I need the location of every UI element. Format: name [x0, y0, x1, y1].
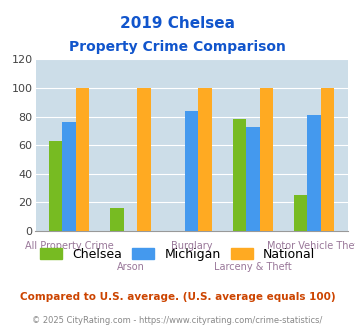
Text: Motor Vehicle Theft: Motor Vehicle Theft — [267, 241, 355, 251]
Bar — [294, 195, 307, 231]
Bar — [137, 88, 151, 231]
Text: All Property Crime: All Property Crime — [25, 241, 114, 251]
Bar — [260, 88, 273, 231]
Text: Property Crime Comparison: Property Crime Comparison — [69, 40, 286, 53]
Text: Arson: Arson — [116, 262, 144, 272]
Bar — [49, 141, 62, 231]
Text: Larceny & Theft: Larceny & Theft — [214, 262, 292, 272]
Bar — [198, 88, 212, 231]
Bar — [307, 115, 321, 231]
Bar — [62, 122, 76, 231]
Bar — [185, 111, 198, 231]
Text: 2019 Chelsea: 2019 Chelsea — [120, 16, 235, 31]
Bar — [76, 88, 89, 231]
Bar — [321, 88, 334, 231]
Legend: Chelsea, Michigan, National: Chelsea, Michigan, National — [34, 243, 321, 266]
Text: Burglary: Burglary — [171, 241, 212, 251]
Bar — [110, 208, 124, 231]
Text: © 2025 CityRating.com - https://www.cityrating.com/crime-statistics/: © 2025 CityRating.com - https://www.city… — [32, 315, 323, 325]
Bar — [246, 127, 260, 231]
Bar — [233, 119, 246, 231]
Text: Compared to U.S. average. (U.S. average equals 100): Compared to U.S. average. (U.S. average … — [20, 292, 335, 302]
